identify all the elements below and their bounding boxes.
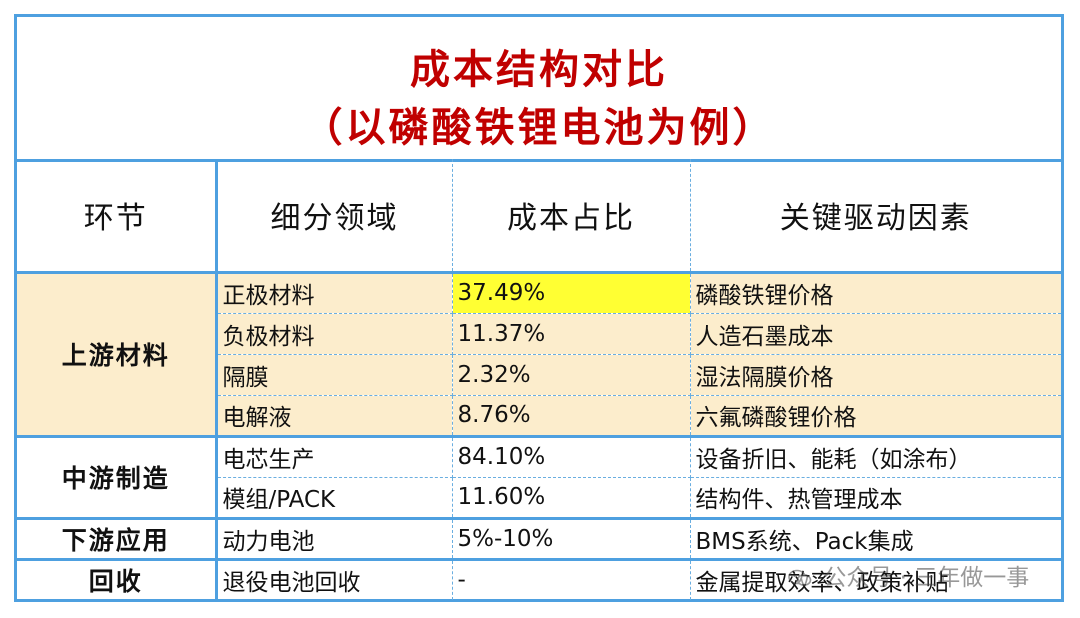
watermark-text: 公众号 · 三年做一事: [823, 565, 1030, 591]
table-row: 回收 退役电池回收 - 金属提取效率、政策补贴: [17, 559, 1061, 600]
driver-cell: BMS系统、Pack集成: [690, 518, 1061, 561]
segment-cell: 隔膜: [216, 354, 453, 396]
table-row: 下游应用 动力电池 5%-10% BMS系统、Pack集成: [17, 518, 1061, 561]
driver-cell: 人造石墨成本: [690, 313, 1061, 355]
share-cell-highlighted: 37.49%: [452, 272, 691, 314]
header-driver: 关键驱动因素: [690, 159, 1061, 274]
table-row: 电解液 8.76% 六氟磷酸锂价格: [17, 395, 1061, 438]
cost-structure-table-frame: 成本结构对比 （以磷酸铁锂电池为例） 环节 细分领域 成本占比 关键驱动因素 上…: [14, 14, 1064, 602]
header-share: 成本占比: [452, 159, 691, 274]
segment-cell: 模组/PACK: [216, 477, 453, 520]
share-cell: 11.60%: [452, 477, 691, 520]
stage-midstream: 中游制造: [17, 436, 218, 520]
segment-cell: 电芯生产: [216, 436, 453, 478]
segment-cell: 电解液: [216, 395, 453, 438]
stage-downstream: 下游应用: [17, 518, 218, 561]
table-row: 中游制造 电芯生产 84.10% 设备折旧、能耗（如涂布）: [17, 436, 1061, 520]
table-header-row: 环节 细分领域 成本占比 关键驱动因素: [17, 159, 1061, 274]
header-stage: 环节: [17, 159, 218, 274]
table-row: 隔膜 2.32% 湿法隔膜价格: [17, 354, 1061, 396]
share-cell: 8.76%: [452, 395, 691, 438]
segment-cell: 退役电池回收: [216, 559, 453, 600]
share-cell: -: [452, 559, 691, 600]
segment-cell: 动力电池: [216, 518, 453, 561]
stage-recycle: 回收: [17, 559, 218, 600]
driver-cell: 金属提取效率、政策补贴: [695, 570, 949, 597]
driver-cell: 磷酸铁锂价格: [690, 272, 1061, 314]
wechat-icon: [788, 569, 812, 586]
title-block: 成本结构对比 （以磷酸铁锂电池为例）: [17, 17, 1061, 162]
share-cell: 11.37%: [452, 313, 691, 355]
table-row: 上游材料 正极材料 37.49% 磷酸铁锂价格: [17, 272, 1061, 438]
driver-cell: 设备折旧、能耗（如涂布）: [690, 436, 1061, 478]
header-segment: 细分领域: [216, 159, 453, 274]
stage-upstream: 上游材料: [17, 272, 218, 438]
table-row: 负极材料 11.37% 人造石墨成本: [17, 313, 1061, 355]
segment-cell: 负极材料: [216, 313, 453, 355]
driver-cell: 结构件、热管理成本: [690, 477, 1061, 520]
segment-cell: 正极材料: [216, 272, 453, 314]
share-cell: 84.10%: [452, 436, 691, 478]
cost-table: 环节 细分领域 成本占比 关键驱动因素 上游材料 正极材料 37.49% 磷酸铁…: [17, 159, 1061, 600]
driver-cell: 六氟磷酸锂价格: [690, 395, 1061, 438]
table-row: 模组/PACK 11.60% 结构件、热管理成本: [17, 477, 1061, 520]
share-cell: 2.32%: [452, 354, 691, 396]
watermark: 公众号 · 三年做一事: [788, 558, 1029, 592]
driver-cell: 湿法隔膜价格: [690, 354, 1061, 396]
share-cell: 5%-10%: [452, 518, 691, 561]
page-title: 成本结构对比: [410, 47, 668, 93]
page-subtitle: （以磷酸铁锂电池为例）: [302, 105, 776, 151]
